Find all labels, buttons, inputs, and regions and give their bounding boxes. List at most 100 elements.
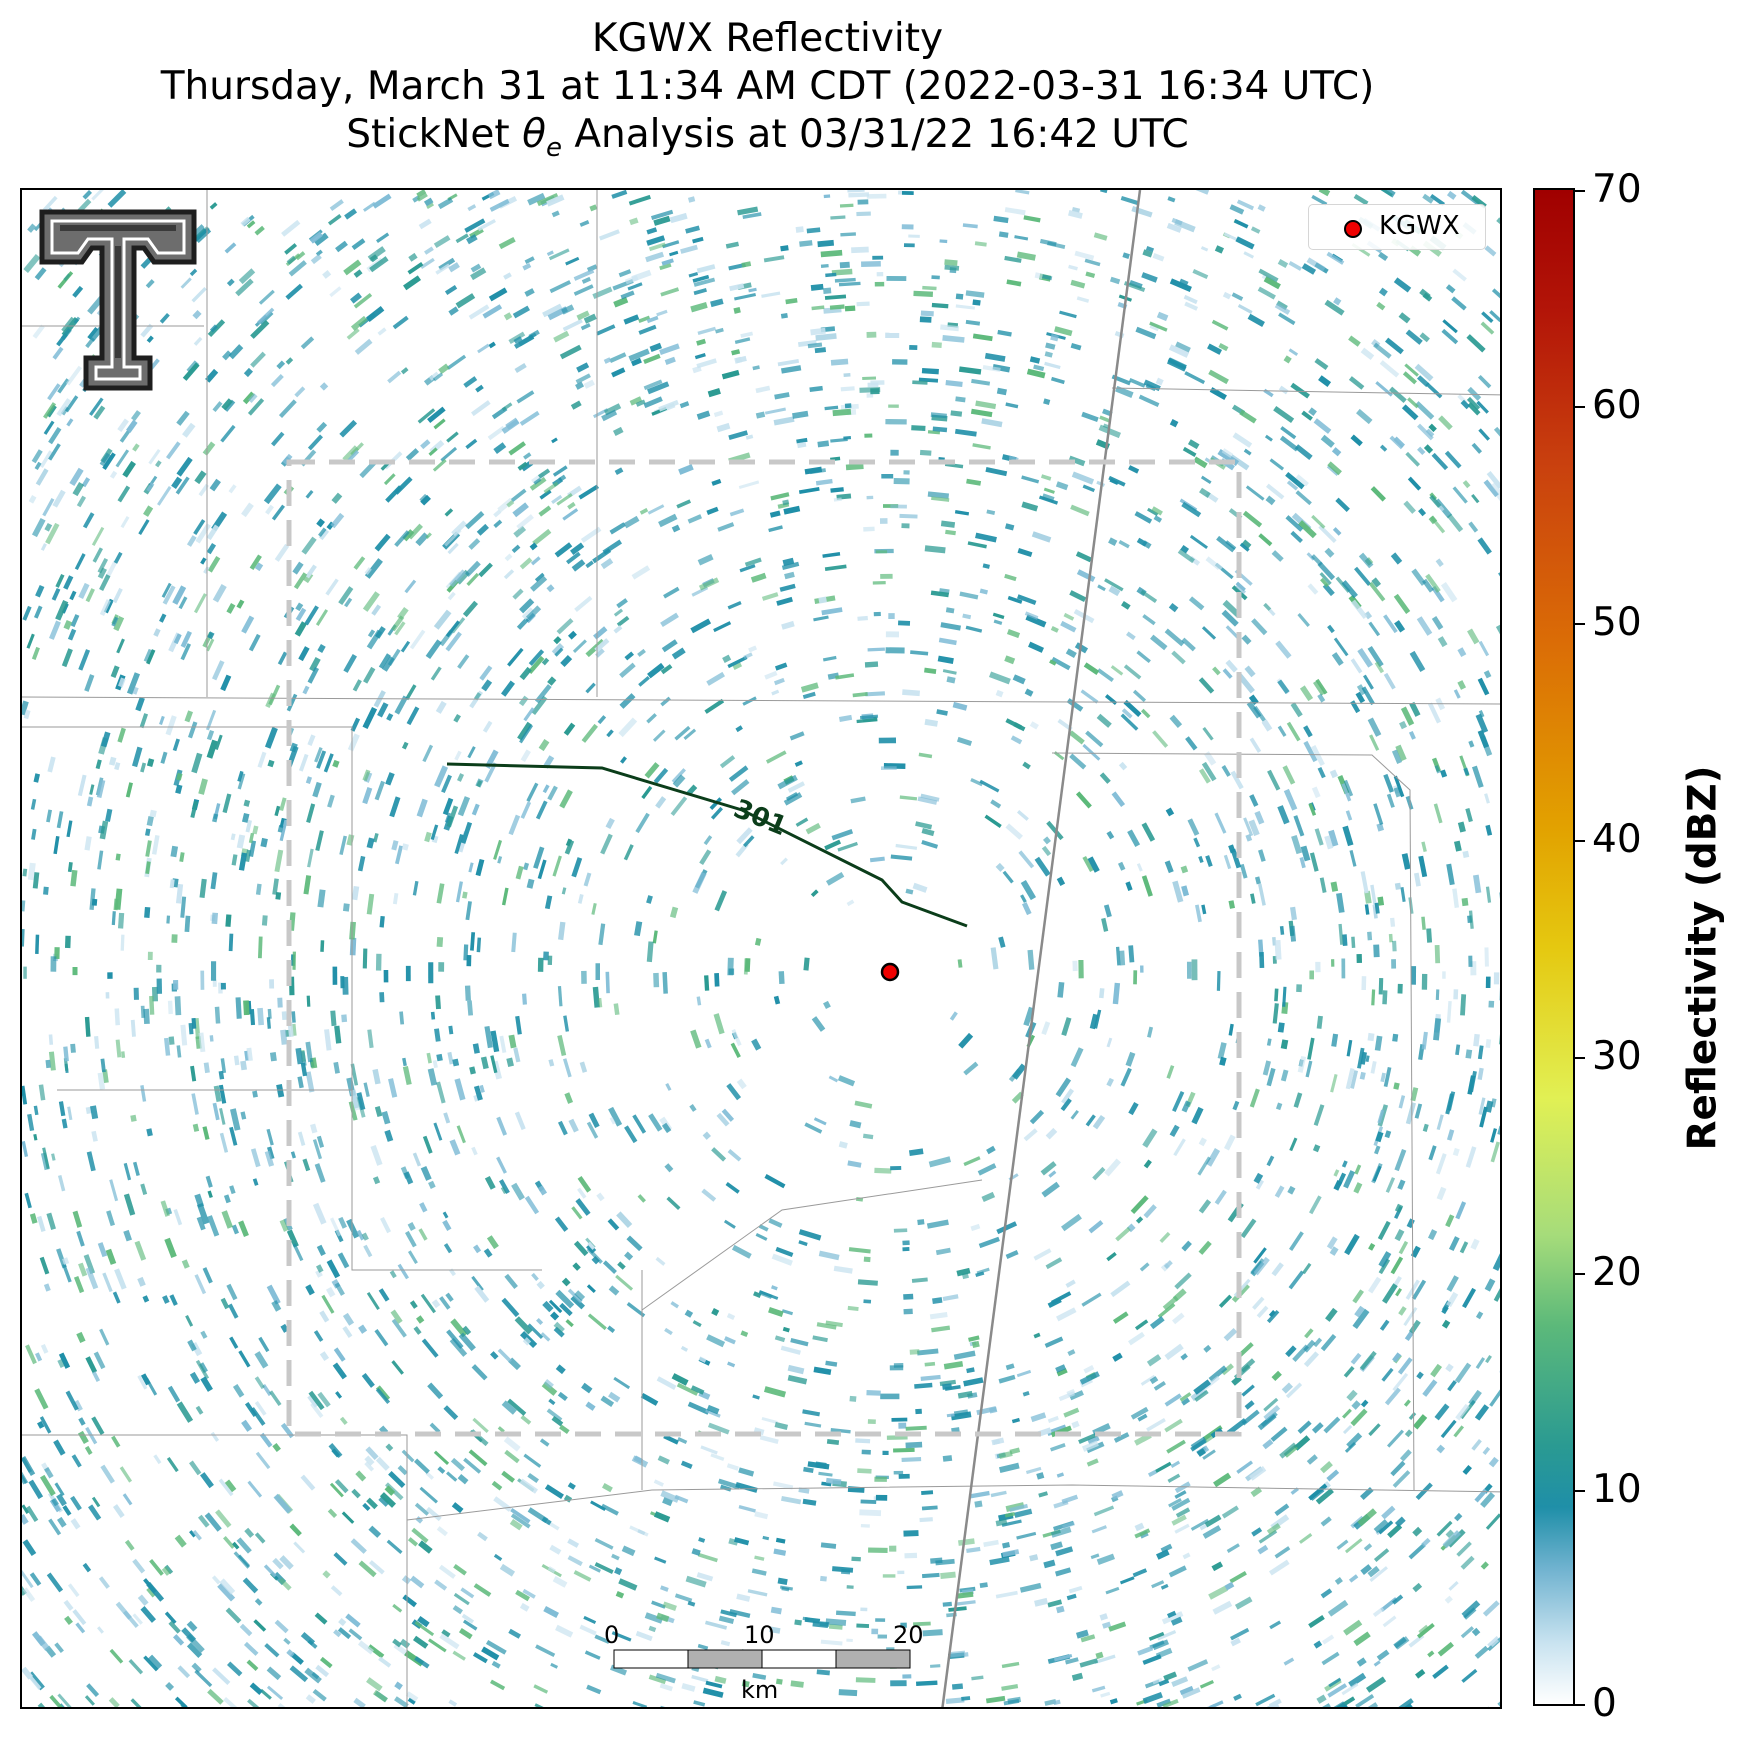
reflectivity-gate: [309, 657, 321, 672]
reflectivity-gate: [863, 1299, 872, 1304]
reflectivity-gate: [258, 1336, 270, 1353]
reflectivity-gate: [413, 1326, 422, 1335]
reflectivity-gate: [1331, 652, 1344, 666]
reflectivity-gate: [563, 1494, 573, 1503]
reflectivity-gate: [397, 1465, 408, 1476]
reflectivity-gate: [1285, 472, 1305, 490]
reflectivity-gate: [99, 599, 111, 616]
reflectivity-gate: [48, 427, 62, 445]
reflectivity-gate: [47, 383, 61, 401]
reflectivity-gate: [1230, 848, 1242, 869]
reflectivity-gate: [1324, 835, 1334, 850]
reflectivity-gate: [1162, 1698, 1179, 1707]
reflectivity-gate: [935, 1247, 951, 1256]
reflectivity-gate: [806, 227, 821, 234]
reflectivity-gate: [557, 1034, 567, 1056]
reflectivity-gate: [1442, 971, 1446, 979]
reflectivity-gate: [1344, 1538, 1363, 1554]
reflectivity-gate: [1429, 193, 1446, 207]
reflectivity-gate: [754, 1511, 769, 1520]
reflectivity-gate: [227, 1661, 243, 1677]
reflectivity-gate: [1068, 455, 1086, 467]
reflectivity-gate: [1392, 1352, 1402, 1363]
reflectivity-gate: [734, 1537, 750, 1546]
reflectivity-gate: [971, 1675, 984, 1681]
reflectivity-gate: [243, 1000, 250, 1016]
reflectivity-gate: [777, 358, 800, 367]
reflectivity-gate: [1093, 1009, 1102, 1029]
reflectivity-gate: [664, 1163, 674, 1173]
reflectivity-gate: [1069, 1390, 1084, 1401]
reflectivity-gate: [559, 789, 573, 809]
reflectivity-gate: [1135, 326, 1157, 340]
reflectivity-gate: [1236, 199, 1255, 211]
map-subtitle-analysis: StickNet θe Analysis at 03/31/22 16:42 U…: [0, 112, 1535, 171]
reflectivity-gate: [1402, 371, 1417, 385]
reflectivity-gate: [771, 689, 780, 696]
reflectivity-gate: [704, 1038, 712, 1049]
reflectivity-gate: [745, 434, 754, 440]
reflectivity-gate: [563, 722, 576, 736]
reflectivity-gate: [1306, 257, 1326, 272]
reflectivity-gate: [1356, 954, 1363, 963]
reflectivity-gate: [549, 1544, 562, 1555]
reflectivity-gate: [1185, 736, 1198, 751]
reflectivity-gate: [700, 1445, 718, 1455]
reflectivity-gate: [143, 1655, 159, 1672]
reflectivity-gate: [473, 1085, 483, 1101]
reflectivity-gate: [1409, 650, 1426, 673]
reflectivity-gate: [618, 717, 638, 738]
reflectivity-gate: [1028, 641, 1044, 653]
reflectivity-gate: [1142, 249, 1153, 258]
reflectivity-gate: [1288, 348, 1299, 356]
reflectivity-gate: [1011, 1417, 1021, 1424]
reflectivity-gate: [324, 1029, 332, 1051]
reflectivity-gate: [1075, 1629, 1089, 1639]
reflectivity-gate: [1412, 1526, 1423, 1537]
reflectivity-gate: [1398, 1095, 1406, 1109]
reflectivity-gate: [929, 1311, 948, 1320]
reflectivity-gate: [1329, 1701, 1346, 1707]
reflectivity-gate: [345, 1613, 361, 1628]
reflectivity-gate: [1477, 374, 1492, 389]
reflectivity-gate: [1431, 585, 1445, 603]
reflectivity-gate: [401, 843, 409, 851]
reflectivity-gate: [1350, 1408, 1368, 1427]
reflectivity-gate: [648, 242, 666, 252]
reflectivity-gate: [570, 542, 585, 555]
reflectivity-gate: [238, 1350, 251, 1368]
reflectivity-gate: [454, 1078, 466, 1101]
reflectivity-gate: [818, 596, 827, 604]
reflectivity-gate: [62, 1505, 72, 1516]
reflectivity-gate: [734, 292, 756, 301]
reflectivity-gate: [35, 468, 49, 486]
reflectivity-gate: [305, 1041, 313, 1063]
reflectivity-gate: [546, 584, 555, 593]
reflectivity-gate: [741, 1680, 750, 1688]
reflectivity-gate: [555, 1624, 574, 1638]
reflectivity-gate: [924, 718, 938, 727]
reflectivity-gate: [1289, 1137, 1298, 1152]
reflectivity-gate: [1377, 896, 1385, 906]
reflectivity-gate: [134, 1240, 147, 1261]
reflectivity-gate: [1369, 1566, 1388, 1582]
reflectivity-gate: [1078, 1432, 1099, 1444]
reflectivity-gate: [963, 1377, 984, 1387]
reflectivity-gate: [1421, 973, 1428, 990]
reflectivity-gate: [1063, 612, 1075, 621]
reflectivity-gate: [442, 1219, 452, 1231]
reflectivity-gate: [1104, 1158, 1122, 1177]
reflectivity-gate: [67, 1106, 73, 1121]
reflectivity-gate: [903, 1530, 919, 1537]
reflectivity-gate: [1245, 834, 1253, 842]
reflectivity-gate: [1082, 484, 1095, 493]
reflectivity-gate: [965, 625, 983, 633]
reflectivity-gate: [72, 966, 78, 976]
reflectivity-gate: [547, 955, 553, 965]
reflectivity-gate: [993, 215, 1009, 224]
reflectivity-gate: [567, 1555, 583, 1567]
reflectivity-gate: [1127, 829, 1141, 847]
reflectivity-gate: [826, 1439, 840, 1445]
reflectivity-gate: [392, 892, 399, 905]
reflectivity-gate: [243, 367, 254, 378]
